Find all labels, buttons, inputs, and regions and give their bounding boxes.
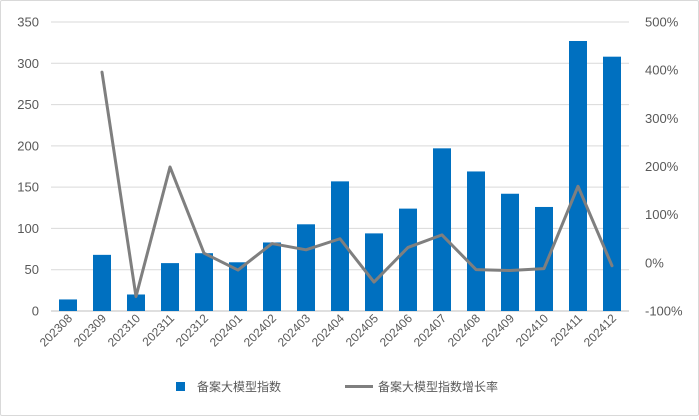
x-tick-label: 202309 xyxy=(71,311,109,349)
x-tick-label: 202402 xyxy=(241,311,279,349)
x-tick-label: 202405 xyxy=(343,311,381,349)
legend-swatch-bar xyxy=(176,382,185,391)
x-tick-label: 202410 xyxy=(513,311,551,349)
y-left-tick-label: 150 xyxy=(17,180,39,195)
x-tick-label: 202411 xyxy=(548,311,586,349)
y-left-tick-label: 350 xyxy=(17,15,39,30)
x-axis-ticks: 2023082023092023102023112023122024012024… xyxy=(37,311,619,349)
y-right-tick-label: 0% xyxy=(645,255,664,270)
left-axis-ticks: 0 50 100 150 200 250 300 350 xyxy=(17,15,39,319)
legend-label-line: 备案大模型指数增长率 xyxy=(378,379,498,394)
y-left-tick-label: 0 xyxy=(32,304,39,319)
bar xyxy=(399,209,417,311)
y-right-tick-label: 200% xyxy=(645,159,679,174)
legend: 备案大模型指数 备案大模型指数增长率 xyxy=(176,379,498,394)
y-left-tick-label: 200 xyxy=(17,138,39,153)
y-left-tick-label: 50 xyxy=(25,262,39,277)
right-axis-ticks: -100% 0% 100% 200% 300% 400% 500% xyxy=(645,15,683,319)
y-left-tick-label: 300 xyxy=(17,56,39,71)
bar xyxy=(501,194,519,311)
x-tick-label: 202412 xyxy=(581,311,619,349)
y-right-tick-label: 300% xyxy=(645,111,679,126)
bar xyxy=(195,253,213,311)
x-tick-label: 202407 xyxy=(411,311,449,349)
bar xyxy=(297,224,315,311)
x-tick-label: 202406 xyxy=(377,311,415,349)
y-right-tick-label: 400% xyxy=(645,63,679,78)
legend-label-bar: 备案大模型指数 xyxy=(197,379,281,394)
bar xyxy=(569,41,587,311)
y-right-tick-label: -100% xyxy=(645,304,683,319)
bar xyxy=(433,148,451,311)
x-tick-label: 202312 xyxy=(173,311,211,349)
x-tick-label: 202403 xyxy=(275,311,313,349)
x-tick-label: 202311 xyxy=(140,311,178,349)
bar xyxy=(603,57,621,311)
bar xyxy=(535,207,553,311)
bar xyxy=(467,171,485,311)
bar xyxy=(263,242,281,311)
y-left-tick-label: 250 xyxy=(17,97,39,112)
x-tick-label: 202310 xyxy=(105,311,143,349)
x-tick-label: 202408 xyxy=(445,311,483,349)
bar xyxy=(59,299,77,311)
y-right-tick-label: 100% xyxy=(645,207,679,222)
x-tick-label: 202401 xyxy=(207,311,245,349)
x-tick-label: 202404 xyxy=(309,311,347,349)
x-tick-label: 202308 xyxy=(37,311,75,349)
bar xyxy=(161,263,179,311)
y-left-tick-label: 100 xyxy=(17,221,39,236)
x-tick-label: 202409 xyxy=(479,311,517,349)
y-right-tick-label: 500% xyxy=(645,15,679,30)
bar xyxy=(93,255,111,311)
